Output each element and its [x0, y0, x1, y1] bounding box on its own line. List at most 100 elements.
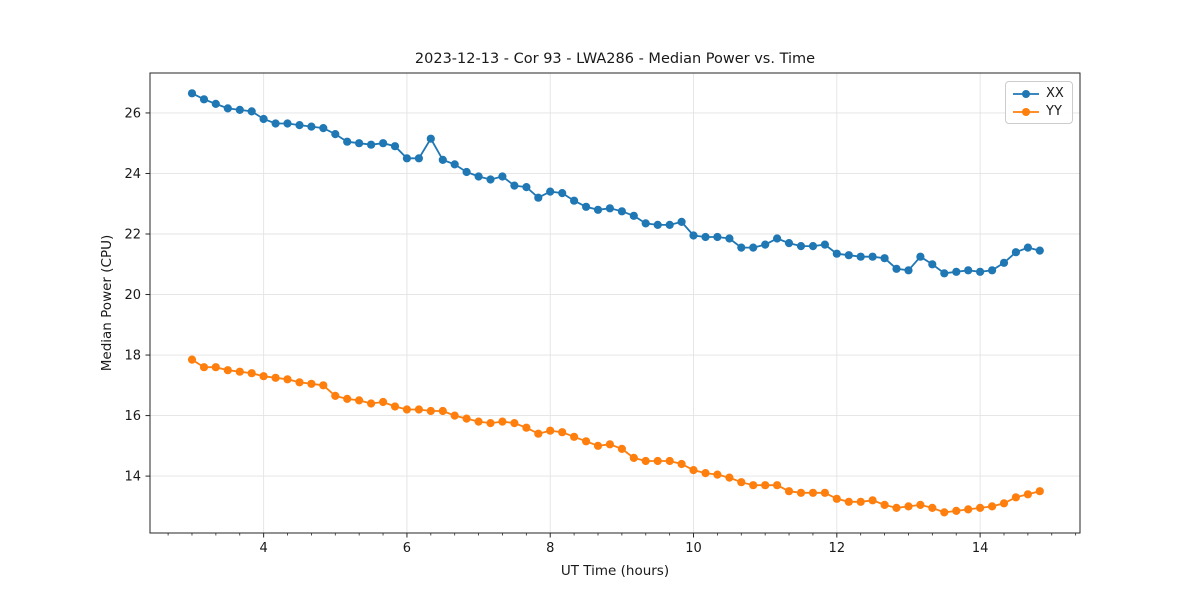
data-point-yy[interactable] — [653, 456, 662, 466]
data-point-xx[interactable] — [605, 204, 615, 213]
data-point-yy[interactable] — [486, 419, 495, 428]
data-point-xx[interactable] — [438, 155, 447, 164]
data-point-xx[interactable] — [582, 202, 591, 211]
data-point-yy[interactable] — [964, 505, 973, 514]
data-point-xx[interactable] — [1035, 246, 1044, 255]
data-point-xx[interactable] — [1011, 248, 1021, 257]
data-point-xx[interactable] — [498, 172, 507, 181]
data-point-xx[interactable] — [868, 252, 877, 261]
data-point-yy[interactable] — [677, 459, 686, 469]
data-point-xx[interactable] — [916, 252, 925, 261]
data-point-yy[interactable] — [689, 466, 698, 475]
data-point-yy[interactable] — [271, 373, 280, 382]
data-point-yy[interactable] — [450, 411, 459, 420]
data-point-yy[interactable] — [629, 453, 638, 462]
data-point-yy[interactable] — [820, 488, 830, 497]
legend-item-yy[interactable]: YY — [1012, 103, 1066, 121]
data-point-yy[interactable] — [187, 355, 197, 364]
data-point-xx[interactable] — [259, 114, 268, 124]
data-point-yy[interactable] — [784, 487, 794, 496]
data-point-yy[interactable] — [904, 502, 913, 511]
data-point-xx[interactable] — [534, 193, 543, 202]
data-point-yy[interactable] — [796, 488, 806, 497]
data-point-yy[interactable] — [331, 391, 340, 400]
data-point-yy[interactable] — [952, 506, 961, 515]
data-point-xx[interactable] — [367, 140, 376, 149]
data-point-xx[interactable] — [223, 104, 232, 113]
data-point-yy[interactable] — [856, 497, 865, 506]
data-point-yy[interactable] — [749, 481, 758, 490]
data-point-yy[interactable] — [582, 437, 591, 446]
data-point-xx[interactable] — [462, 167, 471, 177]
data-point-xx[interactable] — [558, 189, 567, 198]
data-point-yy[interactable] — [737, 478, 746, 487]
data-point-xx[interactable] — [522, 183, 531, 192]
data-point-yy[interactable] — [832, 494, 841, 503]
legend-item-xx[interactable]: XX — [1012, 85, 1066, 103]
data-point-yy[interactable] — [940, 508, 949, 517]
data-point-xx[interactable] — [820, 240, 830, 249]
data-point-yy[interactable] — [1011, 493, 1021, 502]
data-point-xx[interactable] — [593, 205, 603, 214]
data-point-xx[interactable] — [784, 239, 794, 248]
data-point-yy[interactable] — [976, 503, 985, 512]
data-point-xx[interactable] — [390, 142, 400, 151]
data-point-yy[interactable] — [868, 496, 877, 505]
data-point-yy[interactable] — [558, 428, 567, 437]
data-point-xx[interactable] — [426, 134, 435, 143]
data-point-xx[interactable] — [271, 119, 280, 128]
data-point-xx[interactable] — [617, 207, 627, 216]
data-point-yy[interactable] — [593, 441, 603, 450]
data-point-xx[interactable] — [725, 234, 734, 243]
data-point-xx[interactable] — [880, 254, 889, 263]
data-point-yy[interactable] — [307, 379, 316, 388]
data-point-yy[interactable] — [808, 488, 818, 497]
data-point-xx[interactable] — [940, 269, 949, 278]
data-point-yy[interactable] — [402, 405, 411, 414]
data-point-yy[interactable] — [892, 503, 901, 512]
data-point-xx[interactable] — [211, 99, 220, 108]
data-point-yy[interactable] — [259, 372, 268, 381]
data-point-xx[interactable] — [832, 249, 841, 258]
data-point-yy[interactable] — [355, 396, 364, 405]
data-point-yy[interactable] — [223, 366, 232, 375]
data-point-yy[interactable] — [617, 444, 627, 453]
data-point-xx[interactable] — [570, 196, 579, 205]
data-point-yy[interactable] — [498, 417, 507, 426]
data-point-yy[interactable] — [534, 429, 543, 438]
data-point-xx[interactable] — [283, 119, 292, 128]
data-point-yy[interactable] — [379, 397, 388, 407]
data-point-xx[interactable] — [474, 172, 483, 181]
data-point-yy[interactable] — [1035, 487, 1044, 496]
data-point-xx[interactable] — [1023, 243, 1032, 252]
data-point-xx[interactable] — [796, 242, 806, 251]
data-point-yy[interactable] — [570, 432, 579, 441]
data-point-yy[interactable] — [510, 419, 519, 428]
data-point-yy[interactable] — [725, 473, 734, 482]
data-point-yy[interactable] — [438, 406, 447, 416]
data-point-xx[interactable] — [976, 267, 985, 276]
data-point-xx[interactable] — [653, 220, 662, 229]
data-point-xx[interactable] — [199, 95, 209, 104]
data-point-xx[interactable] — [952, 267, 961, 276]
data-point-xx[interactable] — [641, 219, 650, 228]
data-point-xx[interactable] — [379, 139, 388, 148]
data-point-yy[interactable] — [916, 500, 925, 509]
data-point-xx[interactable] — [402, 154, 411, 163]
data-point-xx[interactable] — [701, 232, 710, 242]
data-point-yy[interactable] — [319, 381, 328, 390]
data-point-xx[interactable] — [187, 89, 197, 98]
data-point-xx[interactable] — [677, 217, 686, 226]
data-point-xx[interactable] — [964, 266, 973, 275]
data-point-yy[interactable] — [462, 414, 471, 423]
data-point-yy[interactable] — [1023, 490, 1032, 499]
data-point-xx[interactable] — [773, 234, 782, 243]
data-point-xx[interactable] — [892, 264, 901, 273]
data-point-yy[interactable] — [247, 369, 256, 378]
data-point-yy[interactable] — [665, 456, 674, 466]
data-point-yy[interactable] — [880, 500, 889, 509]
data-point-yy[interactable] — [343, 394, 352, 403]
data-point-xx[interactable] — [665, 220, 674, 229]
data-point-yy[interactable] — [546, 426, 555, 435]
data-point-xx[interactable] — [749, 243, 758, 252]
